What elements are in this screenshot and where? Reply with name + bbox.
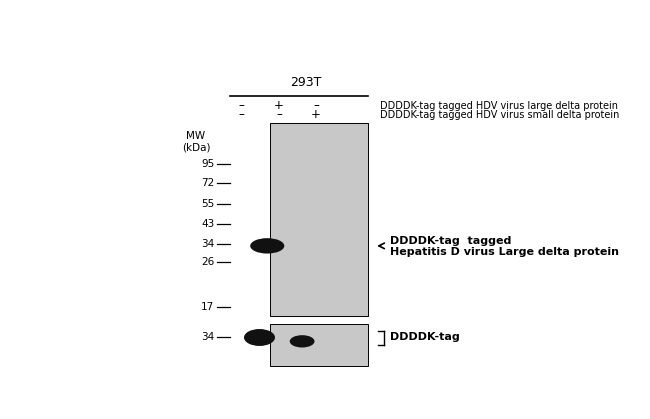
Text: +: + [311,109,321,122]
Text: +: + [274,99,284,112]
Text: –: – [239,99,244,112]
Text: DDDDK-tag: DDDDK-tag [390,333,460,342]
Text: –: – [313,99,319,112]
Bar [270,323,369,366]
Text: DDDDK-tag tagged HDV virus large delta protein: DDDDK-tag tagged HDV virus large delta p… [380,101,618,111]
Text: 34: 34 [202,332,214,342]
Text: 43: 43 [202,219,214,228]
Text: DDDDK-tag  tagged: DDDDK-tag tagged [390,236,511,246]
Ellipse shape [290,335,315,347]
Text: 17: 17 [202,302,214,312]
Text: 34: 34 [202,239,214,249]
Text: –: – [276,109,282,122]
Ellipse shape [244,329,275,346]
Text: 293T: 293T [291,76,322,89]
Text: DDDDK-tag tagged HDV virus small delta protein: DDDDK-tag tagged HDV virus small delta p… [380,110,619,120]
Text: –: – [239,109,244,122]
Bar [270,124,369,316]
Text: MW
(kDa): MW (kDa) [182,131,210,153]
Text: 55: 55 [202,199,214,209]
Text: 26: 26 [202,257,214,267]
Text: 72: 72 [202,178,214,189]
Text: 95: 95 [202,159,214,169]
Text: Hepatitis D virus Large delta protein: Hepatitis D virus Large delta protein [390,247,619,257]
Ellipse shape [250,238,284,253]
